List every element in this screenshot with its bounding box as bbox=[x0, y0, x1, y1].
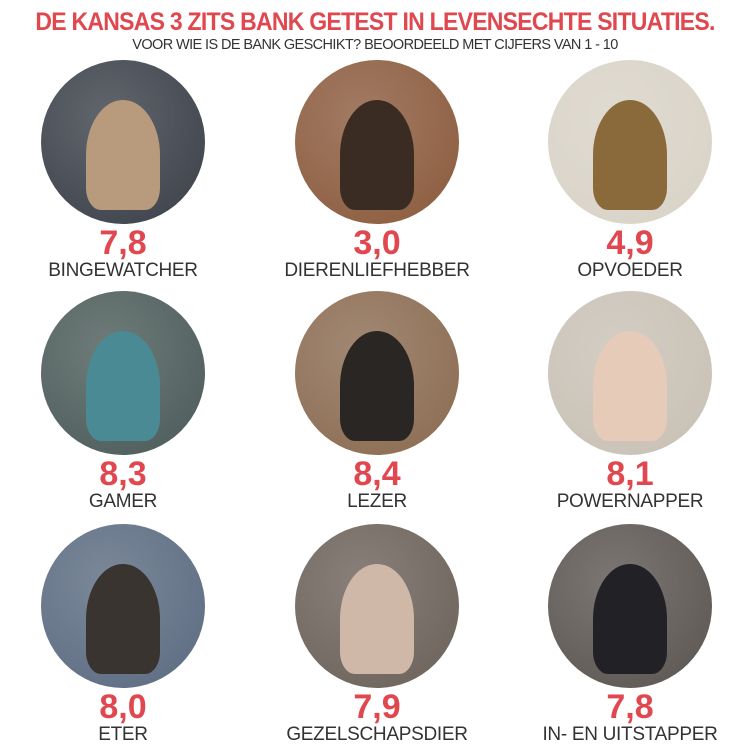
persona-label: DIERENLIEFHEBBER bbox=[284, 260, 470, 281]
person-figure bbox=[593, 100, 667, 210]
score: 7,8 bbox=[606, 688, 654, 726]
situation-photo bbox=[41, 60, 205, 224]
situation-photo bbox=[295, 60, 459, 224]
situation-photo bbox=[548, 524, 712, 688]
rating-card: 8,1 POWERNAPPER bbox=[505, 291, 750, 513]
score: 8,4 bbox=[353, 455, 401, 493]
score: 8,0 bbox=[99, 688, 147, 726]
person-figure bbox=[593, 331, 667, 441]
rating-card: 8,3 GAMER bbox=[0, 291, 248, 513]
person-figure bbox=[86, 564, 160, 674]
person-figure bbox=[86, 331, 160, 441]
persona-label: GEZELSCHAPSDIER bbox=[286, 724, 468, 745]
score: 8,3 bbox=[99, 455, 147, 493]
situation-photo bbox=[295, 524, 459, 688]
rating-card: 4,9 OPVOEDER bbox=[505, 60, 750, 282]
score: 3,0 bbox=[353, 224, 401, 262]
score: 7,8 bbox=[99, 224, 147, 262]
persona-label: OPVOEDER bbox=[577, 260, 683, 281]
score: 8,1 bbox=[606, 455, 654, 493]
persona-label: ETER bbox=[98, 724, 148, 745]
score: 4,9 bbox=[606, 224, 654, 262]
persona-label: GAMER bbox=[88, 491, 158, 512]
person-figure bbox=[593, 564, 667, 674]
situation-photo bbox=[548, 60, 712, 224]
rating-card: 7,9 GEZELSCHAPSDIER bbox=[252, 524, 502, 746]
score: 7,9 bbox=[353, 688, 401, 726]
persona-label: BINGEWATCHER bbox=[48, 260, 198, 281]
situation-photo bbox=[41, 524, 205, 688]
person-figure bbox=[86, 100, 160, 210]
person-figure bbox=[340, 100, 414, 210]
rating-card: 7,8 BINGEWATCHER bbox=[0, 60, 248, 282]
situation-photo bbox=[295, 291, 459, 455]
persona-label: IN- EN UITSTAPPER bbox=[542, 724, 718, 745]
situation-photo bbox=[548, 291, 712, 455]
rating-card: 8,0 ETER bbox=[0, 524, 248, 746]
page-subtitle: VOOR WIE IS DE BANK GESCHIKT? BEOORDEELD… bbox=[132, 37, 618, 53]
rating-card: 3,0 DIERENLIEFHEBBER bbox=[252, 60, 502, 282]
rating-card: 7,8 IN- EN UITSTAPPER bbox=[505, 524, 750, 746]
page-title: DE KANSAS 3 ZITS BANK GETEST IN LEVENSEC… bbox=[35, 8, 715, 36]
person-figure bbox=[340, 331, 414, 441]
situation-photo bbox=[41, 291, 205, 455]
persona-label: POWERNAPPER bbox=[556, 491, 704, 512]
persona-label: LEZER bbox=[347, 491, 407, 512]
person-figure bbox=[340, 564, 414, 674]
rating-card: 8,4 LEZER bbox=[252, 291, 502, 513]
